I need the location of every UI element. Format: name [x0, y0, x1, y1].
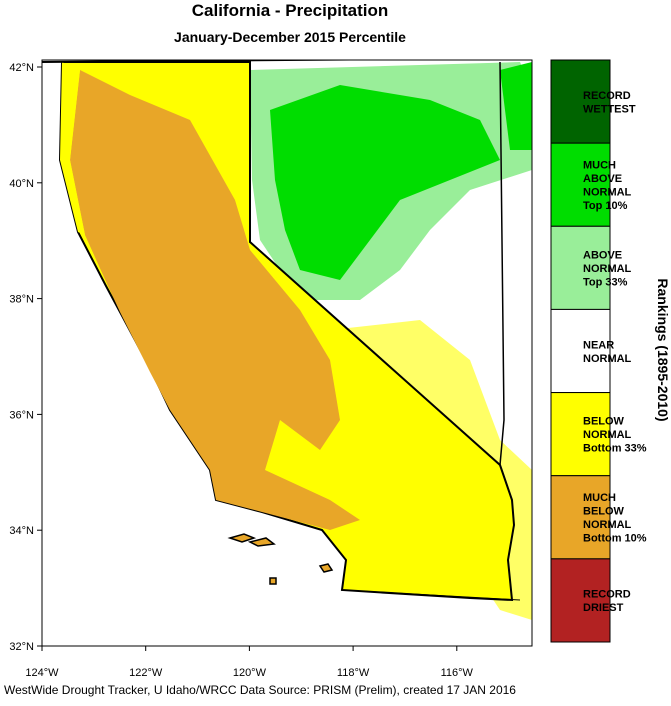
lon-tick-label: 120°W — [233, 667, 267, 679]
legend-label: BELOW NORMAL Bottom 33% — [583, 416, 647, 455]
legend-label-line: ABOVE — [583, 249, 622, 261]
legend-label: MUCH ABOVE NORMAL Top 10% — [583, 159, 632, 212]
lon-tick-label: 118°W — [337, 667, 370, 679]
legend-label-line: ABOVE — [583, 173, 622, 185]
lon-tick-label: 116°W — [441, 667, 474, 679]
map-frame — [41, 59, 533, 647]
lat-tick-label: 42°N — [9, 62, 34, 74]
legend-label-line: NORMAL — [583, 263, 632, 275]
legend-label-line: BELOW — [583, 416, 625, 428]
legend-swatch — [550, 142, 611, 227]
legend-label-line: NORMAL — [583, 519, 632, 531]
lon-tick-label: 122°W — [129, 667, 163, 679]
lat-tick-label: 36°N — [9, 409, 34, 421]
mexico-border — [341, 589, 521, 601]
legend-label-line: Top 10% — [583, 200, 628, 212]
legend-label-line: WETTEST — [583, 103, 636, 115]
legend-label-line: Bottom 33% — [583, 443, 647, 455]
legend-label-line: NORMAL — [583, 353, 632, 365]
legend-label: ABOVE NORMAL Top 33% — [583, 249, 632, 288]
legend-label-line: RECORD — [583, 90, 631, 102]
axis-ticks: 42°N 40°N 38°N 36°N 34°N 32°N 124°W 122°W 120°W 1… — [9, 62, 473, 679]
lat-tick-label: 40°N — [9, 178, 34, 190]
legend-label-line: DRIEST — [583, 602, 624, 614]
legend-label-line: NEAR — [583, 339, 614, 351]
title: California - Precipitation — [192, 1, 388, 20]
legend-label: RECORD WETTEST — [583, 90, 636, 116]
legend-label: MUCH BELOW NORMAL Bottom 10% — [583, 492, 647, 545]
nevada-east-wet — [500, 62, 532, 150]
legend-label-line: Bottom 10% — [583, 533, 647, 545]
legend-label: RECORD DRIEST — [583, 589, 631, 615]
footer: WestWide Drought Tracker, U Idaho/WRCC D… — [4, 683, 516, 697]
legend-label-line: NORMAL — [583, 186, 632, 198]
lat-tick-label: 34°N — [9, 525, 34, 537]
nevada-much-above-normal — [270, 85, 500, 280]
subtitle: January-December 2015 Percentile — [174, 29, 406, 45]
coast-strip — [60, 62, 85, 235]
legend-label-line: BELOW — [583, 506, 625, 518]
legend-swatch — [550, 225, 611, 310]
california-much-below-normal — [70, 70, 360, 530]
legend-label-line: RECORD — [583, 589, 631, 601]
legend-label: NEAR NORMAL — [583, 339, 632, 365]
map: 42°N 40°N 38°N 36°N 34°N 32°N 124°W 122°W 120°W 1… — [9, 59, 533, 679]
nevada-arizona-border — [499, 61, 505, 466]
lat-tick-label: 38°N — [9, 294, 34, 306]
legend-label-line: MUCH — [583, 492, 616, 504]
lon-tick-label: 124°W — [25, 667, 59, 679]
legend-swatch — [550, 308, 611, 394]
channel-islands — [227, 533, 334, 585]
legend-swatch — [550, 59, 611, 144]
oregon-border — [42, 60, 410, 63]
legend-swatch — [550, 558, 611, 643]
legend-title: Rankings (1895-2010) — [655, 278, 671, 421]
legend-label-line: Top 33% — [583, 276, 628, 288]
legend-label-line: MUCH — [583, 159, 616, 171]
lat-tick-label: 32°N — [9, 641, 34, 653]
legend-label-line: NORMAL — [583, 429, 632, 441]
